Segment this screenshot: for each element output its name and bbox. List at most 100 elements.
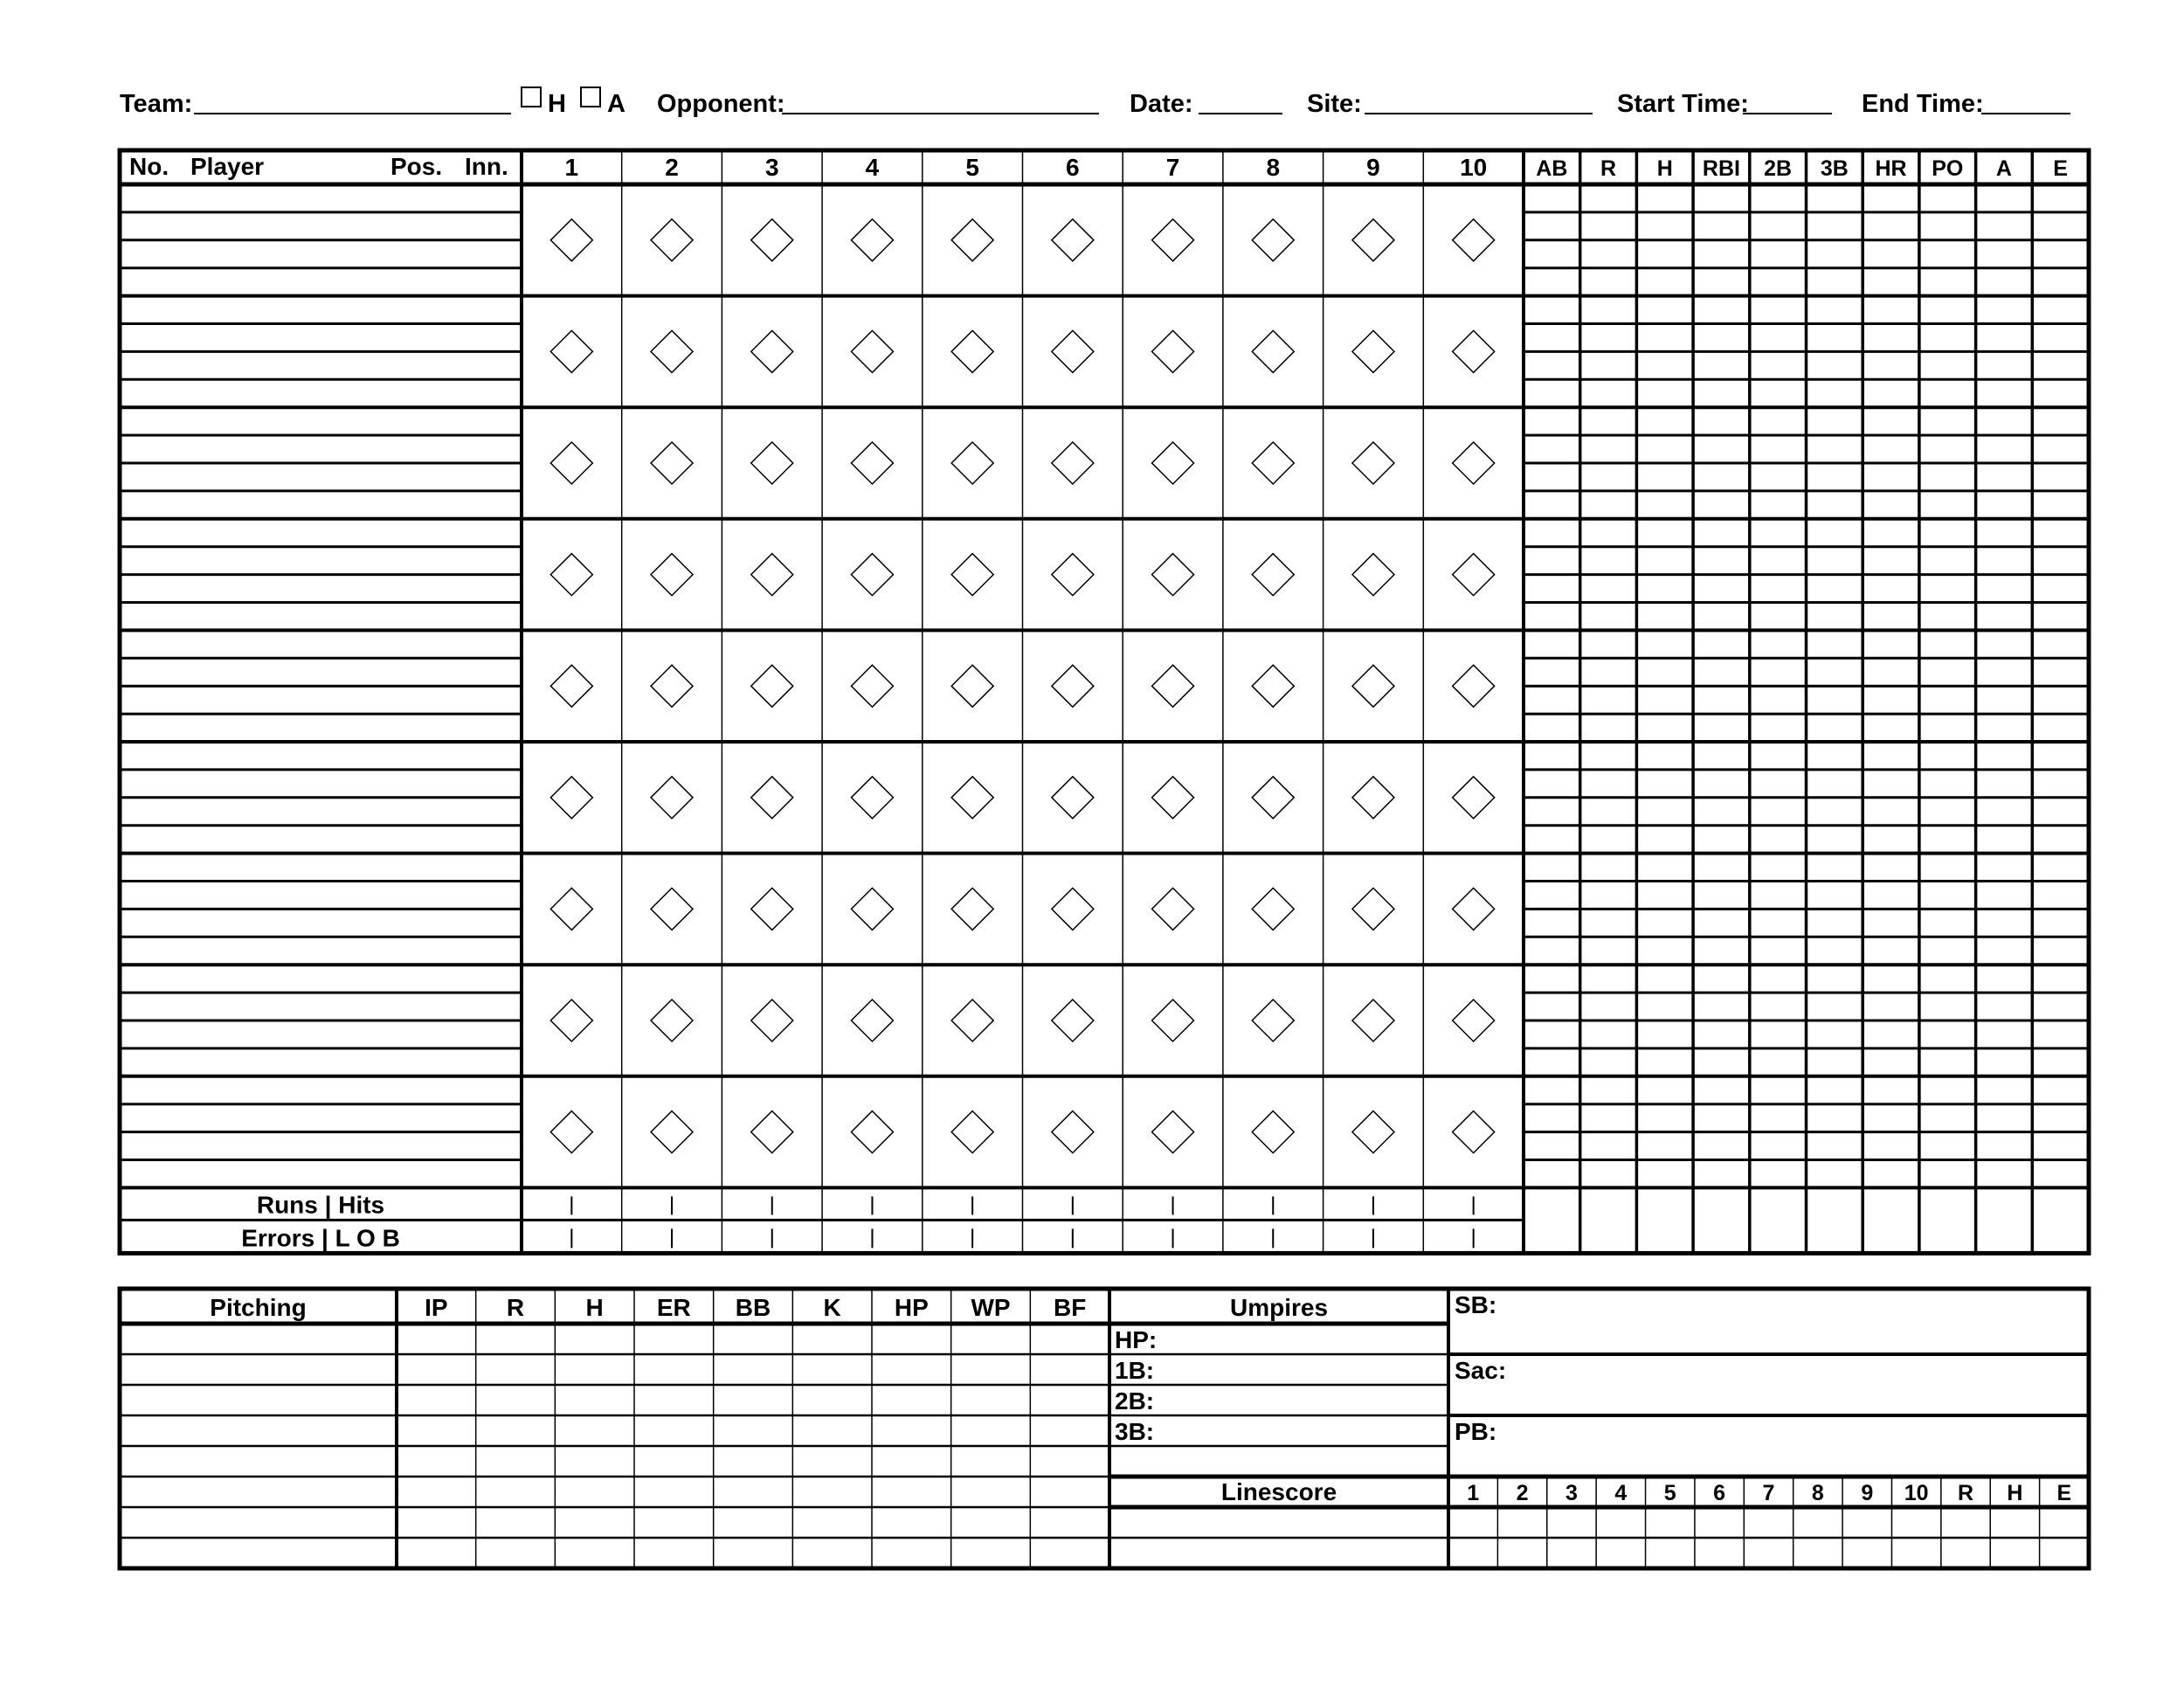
at-bat-cell[interactable]: [722, 630, 822, 742]
at-bat-cell[interactable]: [1423, 630, 1524, 742]
at-bat-cell[interactable]: [622, 742, 722, 854]
at-bat-cell[interactable]: [822, 965, 923, 1076]
pitcher-entry[interactable]: [120, 1415, 397, 1446]
linescore-cell[interactable]: [2040, 1507, 2089, 1538]
at-bat-cell[interactable]: [1324, 630, 1424, 742]
at-bat-cell[interactable]: [522, 630, 622, 742]
at-bat-cell[interactable]: [522, 854, 622, 965]
pitcher-entry[interactable]: [120, 1385, 397, 1415]
linescore-cell[interactable]: [1744, 1507, 1793, 1538]
site-field[interactable]: [1365, 87, 1593, 117]
at-bat-cell[interactable]: [1023, 1076, 1123, 1188]
at-bat-cell[interactable]: [1423, 184, 1524, 296]
end-time-field[interactable]: [1981, 87, 2070, 117]
linescore-cell[interactable]: [1448, 1507, 1497, 1538]
at-bat-cell[interactable]: [522, 742, 622, 854]
umpire-hp-field[interactable]: [1162, 1324, 1448, 1354]
at-bat-cell[interactable]: [1123, 184, 1223, 296]
at-bat-cell[interactable]: [923, 296, 1023, 408]
at-bat-cell[interactable]: [722, 184, 822, 296]
at-bat-cell[interactable]: [1423, 519, 1524, 631]
at-bat-cell[interactable]: [1223, 965, 1324, 1076]
at-bat-cell[interactable]: [622, 519, 722, 631]
at-bat-cell[interactable]: [722, 742, 822, 854]
at-bat-cell[interactable]: [1324, 742, 1424, 854]
at-bat-cell[interactable]: [1223, 630, 1324, 742]
at-bat-cell[interactable]: [1123, 630, 1223, 742]
at-bat-cell[interactable]: [622, 854, 722, 965]
linescore-cell[interactable]: [1891, 1538, 1940, 1568]
sb-field[interactable]: [1510, 1289, 2089, 1354]
at-bat-cell[interactable]: [622, 184, 722, 296]
at-bat-cell[interactable]: [522, 965, 622, 1076]
pitcher-entry[interactable]: [120, 1446, 397, 1477]
at-bat-cell[interactable]: [1223, 184, 1324, 296]
linescore-cell[interactable]: [1497, 1507, 1546, 1538]
at-bat-cell[interactable]: [1423, 407, 1524, 519]
at-bat-cell[interactable]: [822, 630, 923, 742]
at-bat-cell[interactable]: [1023, 965, 1123, 1076]
at-bat-cell[interactable]: [1423, 1076, 1524, 1188]
at-bat-cell[interactable]: [522, 519, 622, 631]
at-bat-cell[interactable]: [1123, 407, 1223, 519]
at-bat-cell[interactable]: [1324, 184, 1424, 296]
linescore-cell[interactable]: [2040, 1538, 2089, 1568]
at-bat-cell[interactable]: [1223, 854, 1324, 965]
at-bat-cell[interactable]: [1023, 184, 1123, 296]
linescore-cell[interactable]: [1794, 1538, 1842, 1568]
at-bat-cell[interactable]: [1423, 296, 1524, 408]
pitcher-entry[interactable]: [120, 1507, 397, 1538]
at-bat-cell[interactable]: [1223, 407, 1324, 519]
at-bat-cell[interactable]: [1023, 630, 1123, 742]
at-bat-cell[interactable]: [1324, 519, 1424, 631]
at-bat-cell[interactable]: [622, 1076, 722, 1188]
umpire-3b-field[interactable]: [1162, 1415, 1448, 1446]
at-bat-cell[interactable]: [522, 1076, 622, 1188]
at-bat-cell[interactable]: [822, 742, 923, 854]
at-bat-cell[interactable]: [822, 296, 923, 408]
at-bat-cell[interactable]: [923, 184, 1023, 296]
pb-field[interactable]: [1510, 1415, 2089, 1477]
linescore-cell[interactable]: [1497, 1538, 1546, 1568]
linescore-cell[interactable]: [1448, 1538, 1497, 1568]
at-bat-cell[interactable]: [1324, 407, 1424, 519]
home-checkbox[interactable]: [521, 86, 542, 107]
at-bat-cell[interactable]: [1223, 742, 1324, 854]
at-bat-cell[interactable]: [1123, 1076, 1223, 1188]
linescore-cell[interactable]: [1941, 1507, 1990, 1538]
umpire-1b-field[interactable]: [1162, 1354, 1448, 1385]
at-bat-cell[interactable]: [1324, 965, 1424, 1076]
at-bat-cell[interactable]: [1324, 854, 1424, 965]
at-bat-cell[interactable]: [722, 965, 822, 1076]
at-bat-cell[interactable]: [1123, 742, 1223, 854]
linescore-cell[interactable]: [1794, 1507, 1842, 1538]
at-bat-cell[interactable]: [822, 407, 923, 519]
linescore-cell[interactable]: [1547, 1507, 1596, 1538]
umpire-2b-field[interactable]: [1162, 1385, 1448, 1415]
linescore-cell[interactable]: [1646, 1507, 1695, 1538]
linescore-cell[interactable]: [1842, 1507, 1891, 1538]
at-bat-cell[interactable]: [1223, 519, 1324, 631]
at-bat-cell[interactable]: [923, 965, 1023, 1076]
at-bat-cell[interactable]: [923, 519, 1023, 631]
at-bat-cell[interactable]: [722, 519, 822, 631]
at-bat-cell[interactable]: [1023, 519, 1123, 631]
linescore-cell[interactable]: [1744, 1538, 1793, 1568]
linescore-cell[interactable]: [1842, 1538, 1891, 1568]
at-bat-cell[interactable]: [722, 407, 822, 519]
at-bat-cell[interactable]: [1223, 296, 1324, 408]
linescore-cell[interactable]: [1891, 1507, 1940, 1538]
linescore-cell[interactable]: [1596, 1538, 1645, 1568]
at-bat-cell[interactable]: [1324, 1076, 1424, 1188]
at-bat-cell[interactable]: [1023, 407, 1123, 519]
at-bat-cell[interactable]: [1423, 742, 1524, 854]
at-bat-cell[interactable]: [1223, 1076, 1324, 1188]
linescore-cell[interactable]: [1990, 1507, 2039, 1538]
pitcher-entry[interactable]: [120, 1324, 397, 1354]
at-bat-cell[interactable]: [722, 1076, 822, 1188]
pitcher-entry[interactable]: [120, 1354, 397, 1385]
at-bat-cell[interactable]: [1423, 965, 1524, 1076]
linescore-cell[interactable]: [1547, 1538, 1596, 1568]
at-bat-cell[interactable]: [522, 184, 622, 296]
at-bat-cell[interactable]: [822, 184, 923, 296]
